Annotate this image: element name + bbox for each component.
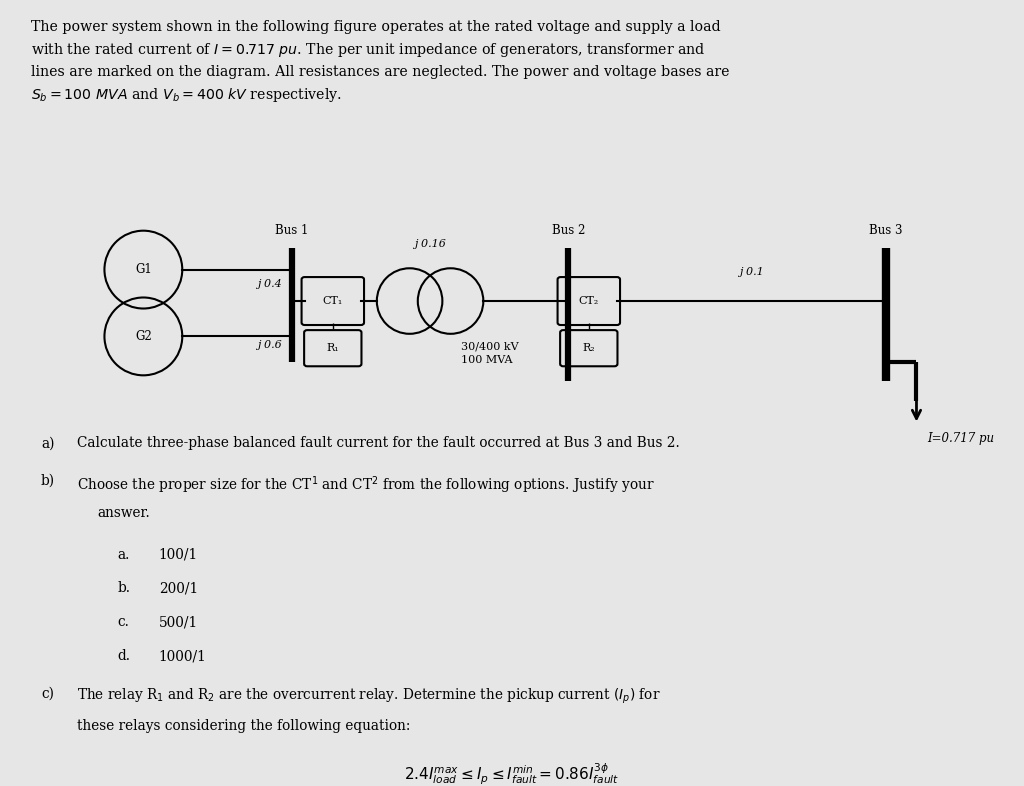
FancyBboxPatch shape — [301, 277, 365, 325]
Text: Bus 1: Bus 1 — [275, 223, 308, 237]
Text: R₂: R₂ — [583, 343, 595, 353]
Text: R₁: R₁ — [327, 343, 339, 353]
Text: Bus 2: Bus 2 — [552, 223, 585, 237]
Text: 30/400 kV
100 MVA: 30/400 kV 100 MVA — [461, 342, 518, 365]
Text: c.: c. — [118, 615, 130, 630]
Text: these relays considering the following equation:: these relays considering the following e… — [77, 719, 411, 733]
FancyBboxPatch shape — [557, 277, 620, 325]
Text: j 0.1: j 0.1 — [739, 267, 764, 277]
Text: 100/1: 100/1 — [159, 548, 198, 561]
Text: Bus 3: Bus 3 — [869, 223, 902, 237]
Text: b.: b. — [118, 582, 131, 596]
Text: I=0.717 pu: I=0.717 pu — [927, 432, 994, 446]
Text: 500/1: 500/1 — [159, 615, 198, 630]
Text: 200/1: 200/1 — [159, 582, 198, 596]
Text: G1: G1 — [135, 263, 152, 276]
Text: $2.4I^{max}_{load} \leq I_p \leq I^{min}_{fault} = 0.86I^{3\phi}_{fault}$: $2.4I^{max}_{load} \leq I_p \leq I^{min}… — [404, 761, 620, 785]
Text: CT₁: CT₁ — [323, 296, 343, 306]
Text: G2: G2 — [135, 330, 152, 343]
Text: Calculate three-phase balanced fault current for the fault occurred at Bus 3 and: Calculate three-phase balanced fault cur… — [77, 436, 680, 450]
Text: The relay R$_1$ and R$_2$ are the overcurrent relay. Determine the pickup curren: The relay R$_1$ and R$_2$ are the overcu… — [77, 687, 660, 707]
Text: CT₂: CT₂ — [579, 296, 599, 306]
Text: Choose the proper size for the CT$^1$ and CT$^2$ from the following options. Jus: Choose the proper size for the CT$^1$ an… — [77, 474, 654, 495]
Text: b): b) — [41, 474, 55, 488]
Text: The power system shown in the following figure operates at the rated voltage and: The power system shown in the following … — [31, 20, 729, 104]
Text: j 0.4: j 0.4 — [257, 279, 282, 289]
Text: answer.: answer. — [97, 506, 151, 520]
Text: c): c) — [41, 687, 54, 701]
Text: j 0.16: j 0.16 — [414, 239, 446, 248]
Text: a.: a. — [118, 548, 130, 561]
FancyBboxPatch shape — [304, 330, 361, 366]
Text: d.: d. — [118, 649, 131, 663]
Text: a): a) — [41, 436, 54, 450]
FancyBboxPatch shape — [560, 330, 617, 366]
Text: 1000/1: 1000/1 — [159, 649, 207, 663]
Text: j 0.6: j 0.6 — [257, 340, 282, 351]
